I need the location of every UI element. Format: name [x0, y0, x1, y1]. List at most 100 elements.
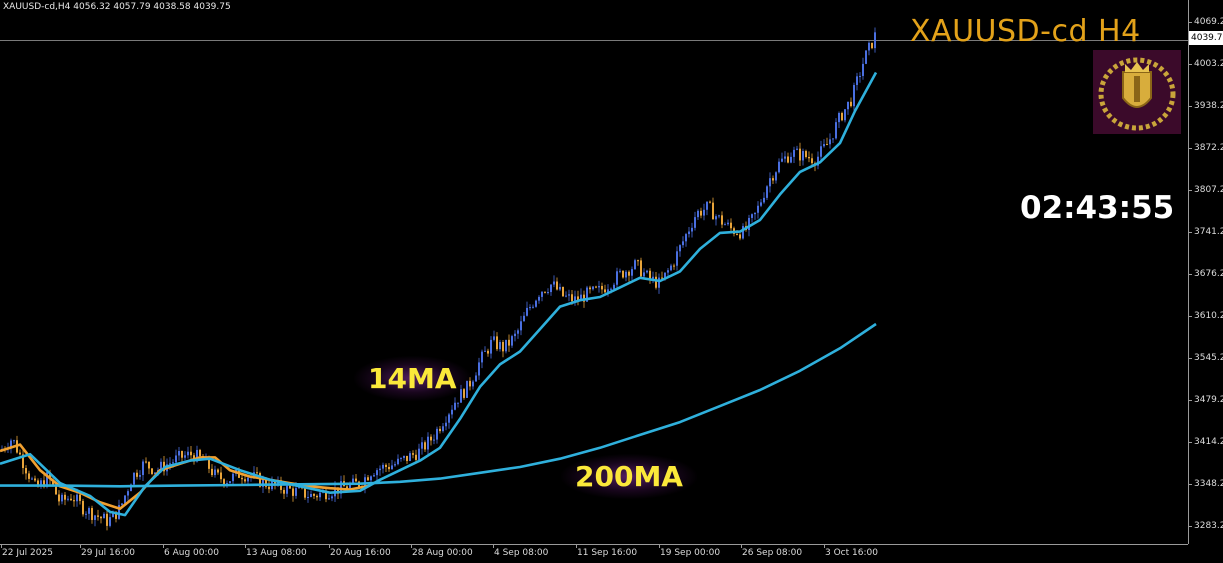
candle-body: [475, 375, 477, 382]
candle-body: [643, 272, 645, 277]
candle-body: [88, 508, 90, 514]
candle-body: [820, 146, 822, 157]
candle-body: [499, 342, 501, 350]
candle-body: [592, 286, 594, 290]
candle-body: [178, 451, 180, 456]
price-tick-mark: [1189, 148, 1192, 150]
candle-body: [355, 478, 357, 482]
crest-logo: [1093, 50, 1181, 134]
candle-body: [772, 178, 774, 181]
candle-body: [694, 217, 696, 228]
candle-body: [802, 151, 804, 161]
price-tick-label: 3872.20: [1194, 143, 1223, 154]
price-tick-label: 3807.20: [1194, 184, 1223, 195]
price-tick-label: 3414.20: [1194, 436, 1223, 447]
candle-body: [154, 472, 156, 474]
candle-body: [37, 480, 39, 487]
candle-body: [244, 479, 246, 482]
candle-body: [730, 222, 732, 229]
candle-body: [763, 197, 765, 203]
candle-body: [262, 479, 264, 487]
candle-body: [298, 487, 300, 489]
candle-body: [400, 457, 402, 459]
candle-body: [868, 42, 870, 51]
price-tick-label: 4003.20: [1194, 59, 1223, 70]
price-tick-label: 3545.20: [1194, 352, 1223, 363]
candle-body: [835, 122, 837, 139]
candle-body: [46, 472, 48, 487]
time-tick-mark: [80, 545, 81, 548]
candle-body: [25, 468, 27, 474]
candle-body: [169, 463, 171, 465]
candle-body: [493, 336, 495, 340]
candle-body: [661, 277, 663, 279]
candle-body: [349, 483, 351, 490]
candle-body: [670, 265, 672, 271]
candle-body: [217, 469, 219, 473]
price-tick-label: 3938.20: [1194, 100, 1223, 111]
candle-body: [259, 473, 261, 487]
candle-body: [640, 260, 642, 277]
candle-body: [319, 492, 321, 498]
candle-body: [847, 101, 849, 110]
candle-body: [769, 178, 771, 187]
candle-body: [796, 148, 798, 150]
price-tick-mark: [1189, 484, 1192, 486]
price-tick-mark: [1189, 357, 1192, 359]
candle-body: [688, 231, 690, 235]
candle-body: [703, 209, 705, 216]
candle-body: [124, 495, 126, 504]
candle-body: [790, 156, 792, 163]
candle-body: [79, 494, 81, 501]
time-tick-mark: [824, 545, 825, 548]
candle-body: [631, 269, 633, 276]
candle-body: [100, 516, 102, 519]
candle-body: [583, 294, 585, 302]
candle-body: [31, 478, 33, 480]
candle-body: [799, 148, 801, 161]
time-tick-label: 26 Sep 08:00: [742, 548, 803, 558]
candle-body: [28, 473, 30, 479]
candle-body: [472, 381, 474, 387]
candle-body: [478, 362, 480, 376]
candle-body: [793, 149, 795, 157]
candle-body: [781, 158, 783, 162]
candle-body: [832, 138, 834, 140]
candle-body: [376, 470, 378, 476]
candle-body: [295, 488, 297, 496]
candle-body: [337, 487, 339, 494]
price-tick-mark: [1189, 316, 1192, 318]
candle-body: [241, 477, 243, 480]
candle-body: [10, 440, 12, 449]
candle-body: [760, 202, 762, 206]
candle-body: [304, 487, 306, 498]
candle-body: [715, 216, 717, 220]
candle-body: [778, 161, 780, 173]
price-tick-mark: [1189, 105, 1192, 107]
candle-body: [589, 287, 591, 290]
time-tick-label: 28 Aug 00:00: [412, 548, 473, 558]
candle-body: [544, 291, 546, 293]
candle-body: [532, 306, 534, 308]
price-tick-label: 3741.20: [1194, 227, 1223, 238]
candle-body: [136, 472, 138, 477]
chart-area[interactable]: [0, 0, 1188, 544]
candle-body: [394, 464, 396, 466]
candle-body: [430, 436, 432, 441]
candle-body: [667, 270, 669, 273]
candle-body: [595, 286, 597, 288]
candle-body: [292, 488, 294, 496]
candle-body: [805, 151, 807, 158]
price-tick-label: 3676.20: [1194, 268, 1223, 279]
candle-body: [535, 300, 537, 307]
candle-body: [439, 428, 441, 432]
candle-body: [496, 336, 498, 350]
time-tick-label: 3 Oct 16:00: [825, 548, 878, 558]
candle-body: [517, 330, 519, 334]
price-tick-mark: [1189, 400, 1192, 402]
candle-body: [58, 494, 60, 502]
price-axis[interactable]: 4069.20 4003.20 3938.20 3872.20 3807.20 3741.…: [1188, 0, 1223, 544]
candle-body: [223, 479, 225, 485]
time-axis[interactable]: 22 Jul 2025 29 Jul 16:00 6 Aug 00:00 13 Aug…: [0, 544, 1188, 563]
candle-body: [445, 422, 447, 427]
